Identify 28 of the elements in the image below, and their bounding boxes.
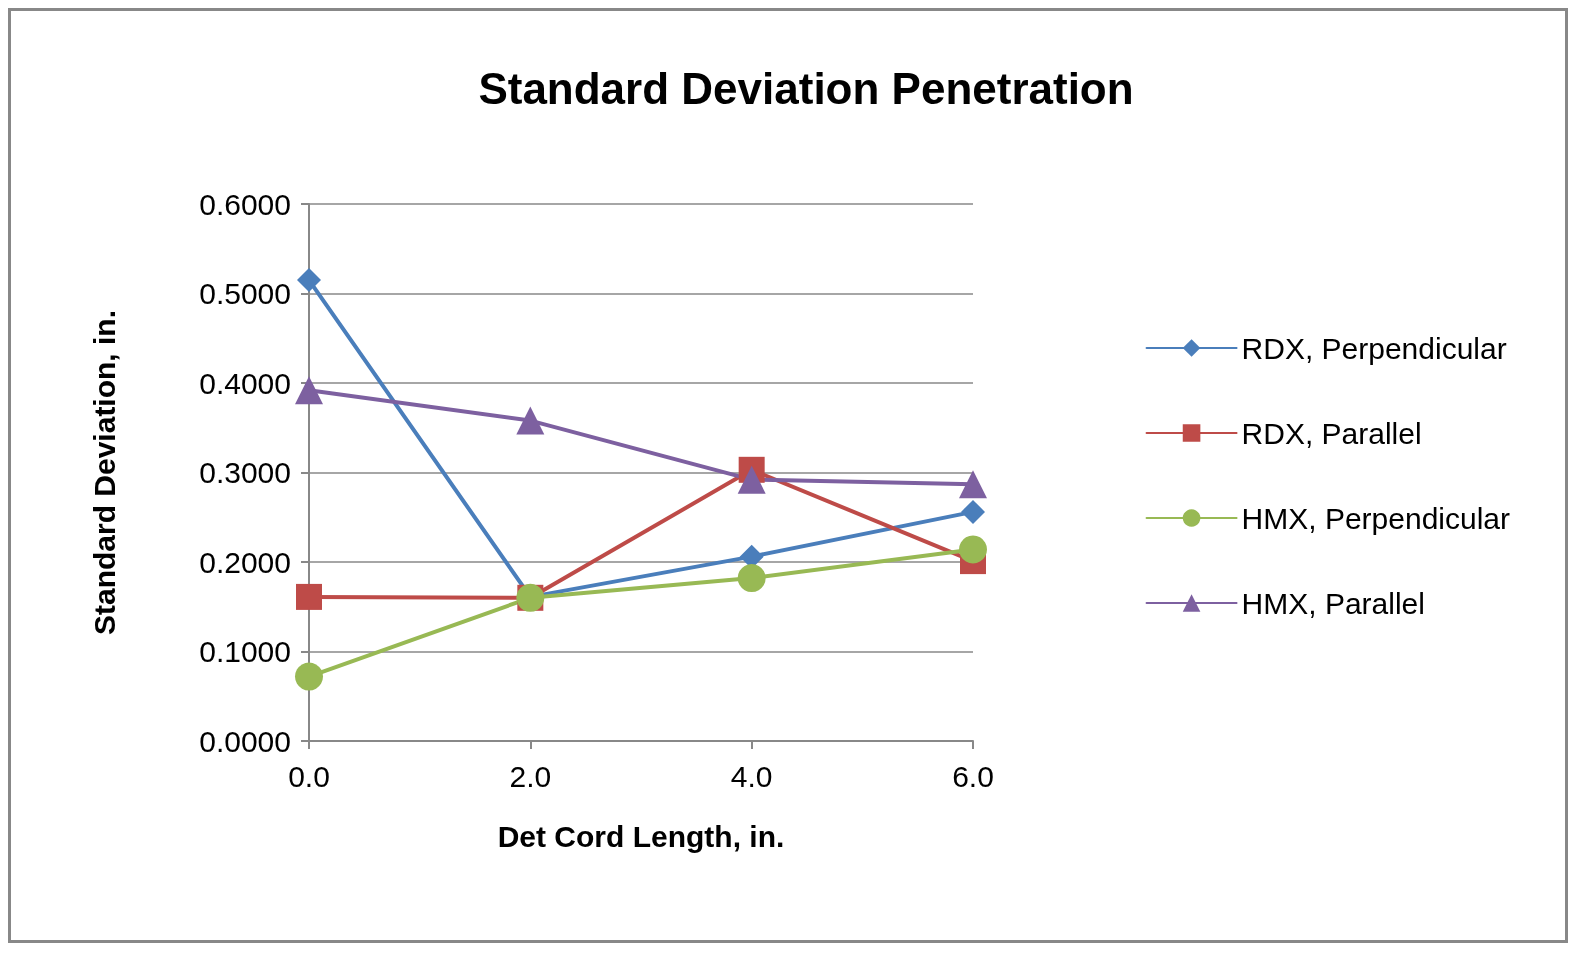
x-tick-label: 4.0 [730, 759, 773, 793]
y-tick-label: 0.0000 [199, 724, 291, 758]
x-tick-label: 0.0 [288, 759, 330, 793]
legend-label: HMX, Parallel [1241, 586, 1425, 620]
y-tick-label: 0.1000 [199, 635, 291, 668]
y-tick-label: 0.5000 [199, 277, 291, 310]
x-tick-label: 2.0 [509, 759, 552, 793]
point [961, 499, 985, 524]
y-tick-label: 0.3000 [199, 456, 291, 489]
x-tick-label: 6.0 [952, 759, 994, 793]
y-tick-label: 0.6000 [199, 187, 291, 221]
y-tick-label: 0.2000 [199, 545, 291, 579]
point [296, 583, 322, 610]
point [516, 406, 545, 435]
legend-label: RDX, Parallel [1241, 416, 1422, 450]
chart-title: Standard Deviation Penetration [478, 63, 1134, 113]
legend-label: RDX, Perpendicular [1241, 331, 1507, 365]
legend-label: HMX, Perpendicular [1241, 501, 1511, 535]
point [959, 535, 987, 564]
y-axis-title: Standard Deviation, in. [87, 309, 121, 636]
point [297, 268, 321, 293]
point [737, 564, 766, 593]
point [959, 470, 987, 499]
x-axis-title: Det Cord Length, in. [497, 819, 785, 853]
point [295, 376, 323, 405]
y-tick-label: 0.4000 [199, 366, 291, 400]
point [295, 662, 323, 691]
point [737, 465, 766, 494]
